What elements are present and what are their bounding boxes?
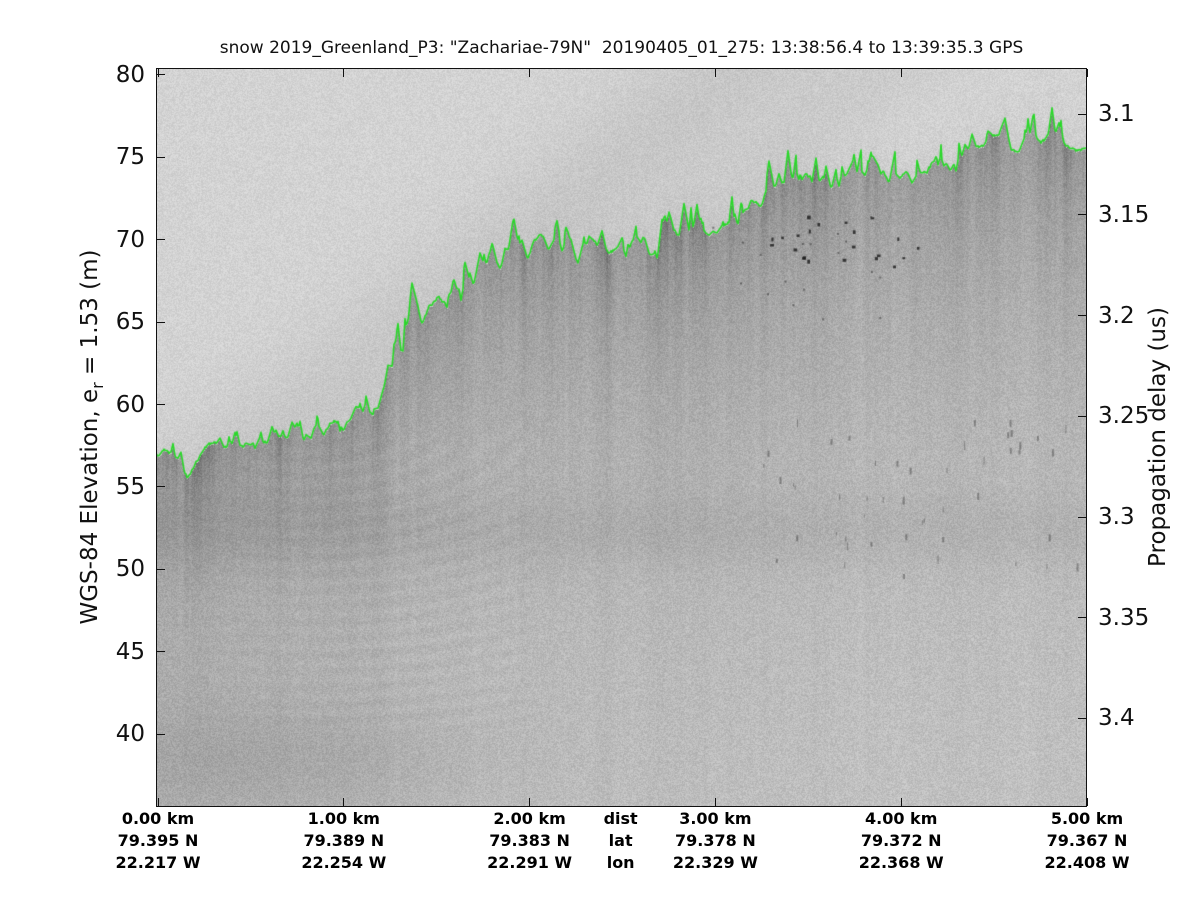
left-axis-label-text: WGS-84 Elevation, e xyxy=(77,388,104,625)
left-axis-tick-label: 55 xyxy=(115,473,145,500)
left-axis-tick-label: 60 xyxy=(115,391,145,418)
x-axis-tick xyxy=(529,69,531,77)
right-axis-tick-label: 3.3 xyxy=(1098,504,1135,531)
left-axis-tick-label: 45 xyxy=(115,638,145,665)
x-axis-tick xyxy=(900,798,902,806)
left-axis-tick-label: 50 xyxy=(115,556,145,583)
right-axis-label: Propagation delay (us) xyxy=(1145,307,1171,567)
left-axis-tick xyxy=(157,651,165,653)
right-axis-tick xyxy=(1078,717,1086,719)
x-axis-label-column: 3.00 km 79.378 N 22.329 W xyxy=(672,809,758,872)
left-axis-tick xyxy=(157,74,165,76)
right-axis-tick xyxy=(1078,516,1086,518)
right-axis-tick-label: 3.2 xyxy=(1098,302,1135,329)
left-axis-tick xyxy=(157,486,165,488)
x-axis-tick xyxy=(343,798,345,806)
left-axis-tick xyxy=(157,321,165,323)
right-axis-tick-label: 3.35 xyxy=(1098,604,1150,631)
left-axis-tick xyxy=(157,568,165,570)
x-axis-tick xyxy=(1086,798,1088,806)
x-axis-label-column: 2.00 km 79.383 N 22.291 W xyxy=(487,809,573,872)
x-axis-tick xyxy=(157,798,159,806)
left-axis-tick-label: 70 xyxy=(115,226,145,253)
left-axis-tick-label: 75 xyxy=(115,144,145,171)
x-axis-tick xyxy=(900,69,902,77)
x-axis-row-headers: dist lat lon xyxy=(603,809,638,872)
x-axis-tick xyxy=(529,798,531,806)
left-axis-tick xyxy=(157,733,165,735)
right-axis-tick xyxy=(1078,415,1086,417)
left-axis-tick xyxy=(157,239,165,241)
x-axis-label-column: 4.00 km 79.372 N 22.368 W xyxy=(858,809,944,872)
left-axis-tick xyxy=(157,404,165,405)
right-axis-tick xyxy=(1078,113,1086,115)
right-axis-tick-label: 3.4 xyxy=(1098,705,1135,732)
left-axis-tick-label: 80 xyxy=(115,61,145,88)
right-axis-tick-label: 3.1 xyxy=(1098,101,1135,128)
left-axis-tick xyxy=(157,156,165,158)
left-axis-label-subscript: r xyxy=(87,382,107,389)
x-axis-label-column: 1.00 km 79.389 N 22.254 W xyxy=(301,809,387,872)
x-axis-label-column: 5.00 km 79.367 N 22.408 W xyxy=(1044,809,1130,872)
right-axis-tick-label: 3.25 xyxy=(1098,403,1150,430)
echogram-canvas xyxy=(156,68,1087,807)
x-axis-tick xyxy=(714,69,716,77)
chart-title: snow 2019_Greenland_P3: "Zachariae-79N" … xyxy=(219,38,1024,58)
right-axis-tick xyxy=(1078,617,1086,619)
x-axis-tick xyxy=(157,69,159,77)
right-axis-tick-label: 3.15 xyxy=(1098,201,1150,228)
x-axis-tick xyxy=(1086,69,1088,77)
right-axis-tick xyxy=(1078,214,1086,216)
right-axis-tick xyxy=(1078,315,1086,317)
left-axis-tick-label: 40 xyxy=(115,721,145,748)
x-axis-tick xyxy=(714,798,716,806)
x-axis-label-column: 0.00 km 79.395 N 22.217 W xyxy=(115,809,201,872)
x-axis-tick xyxy=(343,69,345,77)
left-axis-tick-label: 65 xyxy=(115,309,145,336)
